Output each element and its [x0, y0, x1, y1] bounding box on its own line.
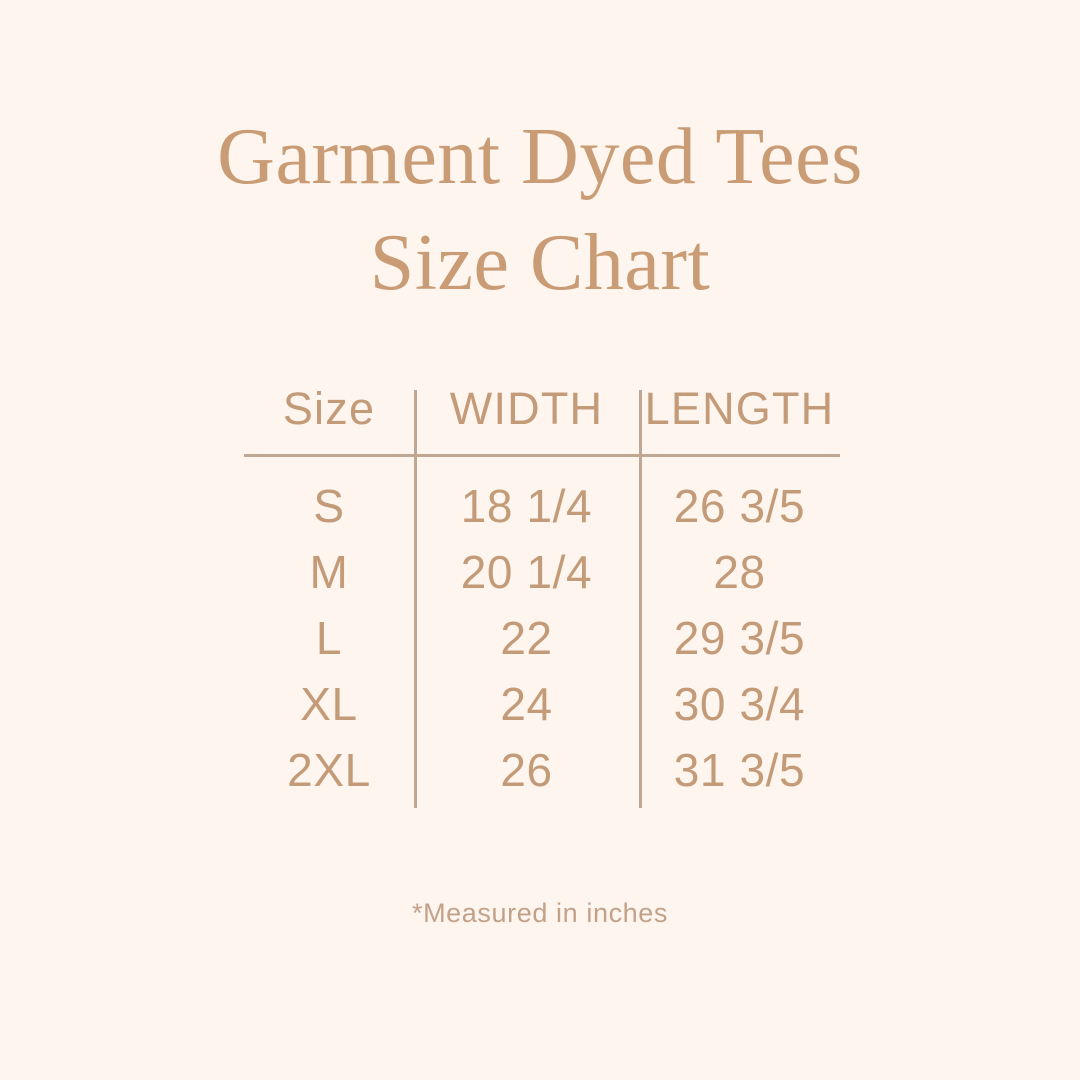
cell-length: 31 3/5 — [673, 744, 806, 796]
measurement-note: *Measured in inches — [411, 898, 669, 928]
column-divider-1 — [414, 390, 417, 808]
cell-length: 28 — [713, 546, 766, 598]
cell-size: L — [315, 612, 343, 664]
title-line-1: Garment Dyed Tees — [217, 113, 863, 201]
cell-length: 29 3/5 — [673, 612, 806, 664]
column-header-length: LENGTH — [644, 383, 835, 434]
cell-width: 24 — [500, 678, 553, 730]
table-row: XL 24 30 3/4 — [244, 675, 840, 733]
page-title: Garment Dyed Tees Size Chart — [0, 104, 1080, 316]
table-row: M 20 1/4 28 — [244, 543, 840, 601]
cell-width: 26 — [500, 744, 553, 796]
table-row: L 22 29 3/5 — [244, 609, 840, 667]
header-divider — [244, 454, 840, 457]
cell-size: S — [313, 480, 345, 532]
cell-size: XL — [300, 678, 358, 730]
cell-width: 18 1/4 — [460, 480, 593, 532]
column-header-width: WIDTH — [449, 383, 604, 434]
cell-length: 30 3/4 — [673, 678, 806, 730]
table-row: 2XL 26 31 3/5 — [244, 741, 840, 799]
column-divider-2 — [639, 390, 642, 808]
cell-size: M — [309, 546, 349, 598]
title-line-2: Size Chart — [369, 219, 711, 307]
table-header-row: Size WIDTH LENGTH — [244, 380, 840, 438]
cell-width: 22 — [500, 612, 553, 664]
cell-width: 20 1/4 — [460, 546, 593, 598]
cell-length: 26 3/5 — [673, 480, 806, 532]
table-row: S 18 1/4 26 3/5 — [244, 477, 840, 535]
cell-size: 2XL — [287, 744, 371, 796]
size-chart-table: Size WIDTH LENGTH S 18 1/4 26 3/5 M 20 1… — [244, 380, 840, 812]
column-header-size: Size — [282, 383, 376, 434]
